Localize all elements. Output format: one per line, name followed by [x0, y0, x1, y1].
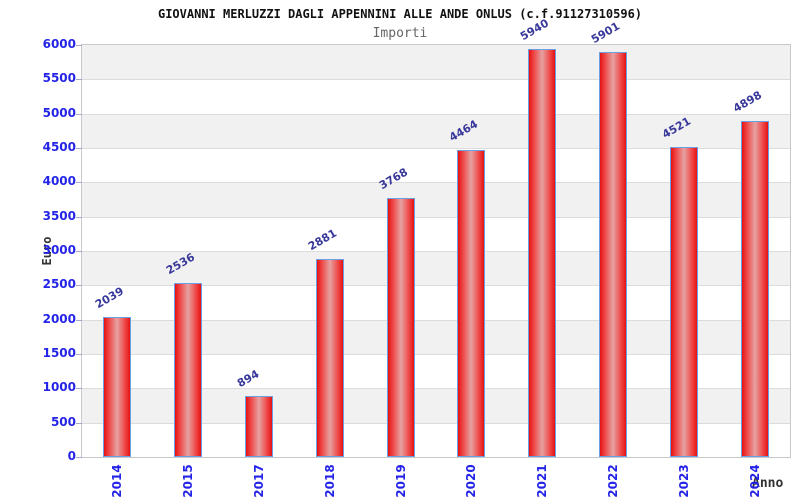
x-tick-label: 2017 [252, 464, 266, 498]
y-tick-mark [76, 285, 82, 287]
x-tick-label: 2018 [322, 464, 337, 498]
bar [457, 150, 486, 457]
x-axis-title: Anno [752, 476, 784, 491]
x-tick-label: 2022 [606, 464, 620, 498]
y-tick-label: 0 [67, 449, 76, 463]
y-tick-label: 2000 [42, 311, 76, 326]
y-tick-label: 5000 [42, 105, 76, 120]
gridline [82, 79, 790, 81]
x-tick-label: 2019 [393, 464, 408, 498]
gridline [82, 251, 790, 252]
y-tick-label: 1500 [42, 346, 76, 360]
y-tick-label: 500 [50, 414, 76, 429]
x-tick-label: 2014 [110, 464, 125, 498]
bar [245, 395, 273, 457]
bar [315, 259, 344, 457]
bar [528, 49, 557, 457]
y-tick-mark [76, 422, 82, 424]
gridline [82, 354, 790, 355]
y-tick-mark [76, 457, 82, 458]
plot-band [82, 113, 790, 148]
gridline [82, 148, 790, 149]
gridline [82, 388, 790, 390]
plot-band [82, 79, 790, 114]
gridline [82, 285, 790, 287]
bar [599, 51, 627, 457]
bar [103, 316, 132, 457]
y-tick-mark [76, 148, 82, 149]
gridline [82, 216, 790, 218]
x-tick-label: 2020 [464, 464, 479, 498]
y-tick-label: 2500 [42, 277, 76, 292]
y-tick-mark [76, 79, 82, 81]
x-tick-label: 2021 [535, 464, 550, 498]
y-tick-label: 4000 [42, 174, 76, 189]
x-tick-label: 2024 [747, 464, 762, 498]
bar-value-label: 5901 [589, 19, 623, 46]
bar [740, 120, 769, 457]
gridline [82, 319, 790, 321]
y-tick-label: 4500 [42, 140, 76, 154]
y-tick-mark [76, 45, 82, 46]
bar [174, 282, 203, 457]
y-tick-label: 3000 [42, 243, 76, 257]
x-tick-label: 2023 [676, 464, 691, 498]
bar [669, 146, 698, 457]
y-tick-mark [76, 216, 82, 218]
gridline [82, 422, 790, 424]
gridline [82, 182, 790, 184]
bar [386, 198, 415, 457]
y-tick-mark [76, 182, 82, 184]
y-tick-label: 6000 [42, 37, 76, 51]
y-tick-label: 1000 [42, 380, 76, 395]
chart-title: GIOVANNI MERLUZZI DAGLI APPENNINI ALLE A… [157, 7, 643, 21]
x-tick-label: 2015 [181, 464, 196, 498]
y-tick-label: 5500 [42, 71, 76, 86]
y-tick-mark [76, 251, 82, 252]
y-tick-mark [76, 354, 82, 355]
y-tick-mark [76, 319, 82, 321]
y-tick-mark [76, 388, 82, 390]
plot-band [82, 45, 790, 80]
gridline [82, 113, 790, 115]
y-tick-label: 3500 [42, 208, 76, 223]
y-tick-mark [76, 113, 82, 115]
chart-subtitle: Importi [372, 26, 428, 41]
